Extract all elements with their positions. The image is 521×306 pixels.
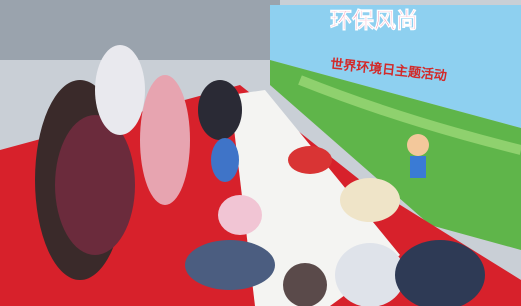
cartoon-child (407, 134, 429, 156)
child-red (288, 146, 332, 174)
child-pink (218, 195, 262, 235)
child-front (283, 263, 327, 306)
banner-headline: 环保风尚 (330, 9, 418, 34)
child-jeans (185, 240, 275, 290)
building (0, 0, 280, 60)
adult-white (95, 45, 145, 135)
floral-shirt (55, 115, 135, 255)
cartoon-body (410, 156, 426, 178)
adult-front (335, 243, 405, 306)
adult-dark (198, 80, 242, 140)
child-cream (340, 178, 400, 222)
woman-pink (140, 75, 190, 205)
page: {"banner": {"headline": "环保风尚", "subtitl… (0, 0, 521, 306)
photo: 环保风尚 世界环境日主题活动 (0, 0, 521, 306)
child-blue (211, 138, 239, 182)
